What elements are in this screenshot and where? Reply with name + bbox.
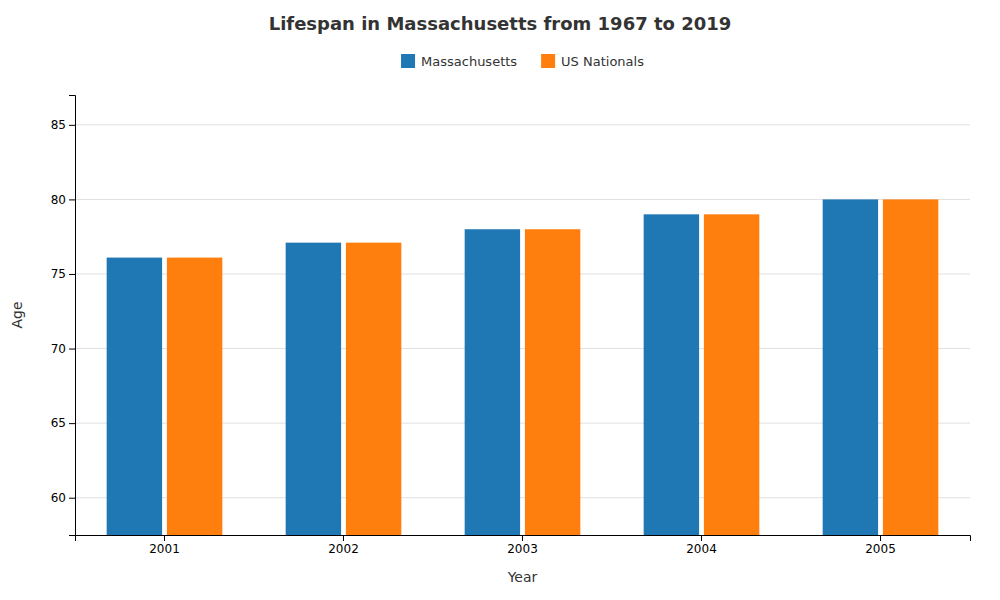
- y-tick: 70: [51, 342, 75, 356]
- y-tick-mark: [69, 199, 75, 200]
- y-axis-line: [69, 96, 76, 536]
- chart-container: 2001 2002 2003 2004 2005 60 65 70 75 80 85 Year Age L…: [0, 0, 1000, 600]
- y-tick: 75: [51, 267, 75, 281]
- y-tick-label: 70: [51, 342, 66, 356]
- legend-item: Massachusetts: [401, 54, 517, 69]
- grid-line: [75, 124, 970, 125]
- y-tick-mark: [69, 498, 75, 499]
- y-tick-label: 60: [51, 491, 66, 505]
- x-tick-label: 2003: [507, 542, 538, 556]
- x-tick-label: 2002: [328, 542, 359, 556]
- x-tick: 2001: [149, 535, 180, 556]
- bar: [465, 229, 520, 535]
- x-axis-line: [76, 536, 971, 542]
- bars: [107, 199, 939, 535]
- x-tick-mark: [343, 535, 344, 541]
- bar-series: [107, 199, 878, 535]
- bar: [525, 229, 580, 535]
- bar: [823, 199, 878, 535]
- y-axis: 60 65 70 75 80 85: [51, 96, 76, 536]
- legend-swatch: [541, 54, 555, 68]
- y-tick-label: 85: [51, 118, 66, 132]
- y-tick-mark: [69, 349, 75, 350]
- x-tick-label: 2004: [686, 542, 717, 556]
- legend: Massachusetts US Nationals: [401, 54, 644, 69]
- x-tick: 2002: [328, 535, 359, 556]
- x-axis: 2001 2002 2003 2004 2005: [76, 535, 971, 556]
- y-tick-label: 80: [51, 193, 66, 207]
- title: Lifespan in Massachusetts from 1967 to 2…: [269, 13, 732, 34]
- x-tick-mark: [701, 535, 702, 541]
- y-axis-title: Age: [9, 301, 25, 328]
- y-tick-mark: [69, 274, 75, 275]
- plot-area: 2001 2002 2003 2004 2005 60 65 70 75 80 85: [51, 96, 971, 556]
- legend-label: Massachusetts: [421, 54, 517, 69]
- x-tick: 2004: [686, 535, 717, 556]
- x-tick-label: 2005: [865, 542, 896, 556]
- bar-series: [167, 199, 938, 535]
- x-tick: 2003: [507, 535, 538, 556]
- bar: [346, 243, 401, 535]
- y-tick: 65: [51, 416, 75, 430]
- x-axis-title: Year: [507, 569, 538, 585]
- x-tick-mark: [880, 535, 881, 541]
- bar: [167, 258, 222, 535]
- bar: [286, 243, 341, 535]
- x-tick-mark: [164, 535, 165, 541]
- bar: [883, 199, 938, 535]
- y-tick-mark: [69, 423, 75, 424]
- y-tick: 80: [51, 193, 75, 207]
- legend-swatch: [401, 54, 415, 68]
- legend-label: US Nationals: [561, 54, 644, 69]
- bar: [704, 214, 759, 535]
- x-tick: 2005: [865, 535, 896, 556]
- y-tick: 85: [51, 118, 75, 132]
- y-tick-mark: [69, 125, 75, 126]
- y-tick-label: 65: [51, 416, 66, 430]
- y-tick: 60: [51, 491, 75, 505]
- y-tick-label: 75: [51, 267, 66, 281]
- legend-item: US Nationals: [541, 54, 644, 69]
- bar: [107, 258, 162, 535]
- bar: [644, 214, 699, 535]
- x-tick-label: 2001: [149, 542, 180, 556]
- x-tick-mark: [522, 535, 523, 541]
- chart: 2001 2002 2003 2004 2005 60 65 70 75 80 85 Year Age L…: [0, 0, 1000, 600]
